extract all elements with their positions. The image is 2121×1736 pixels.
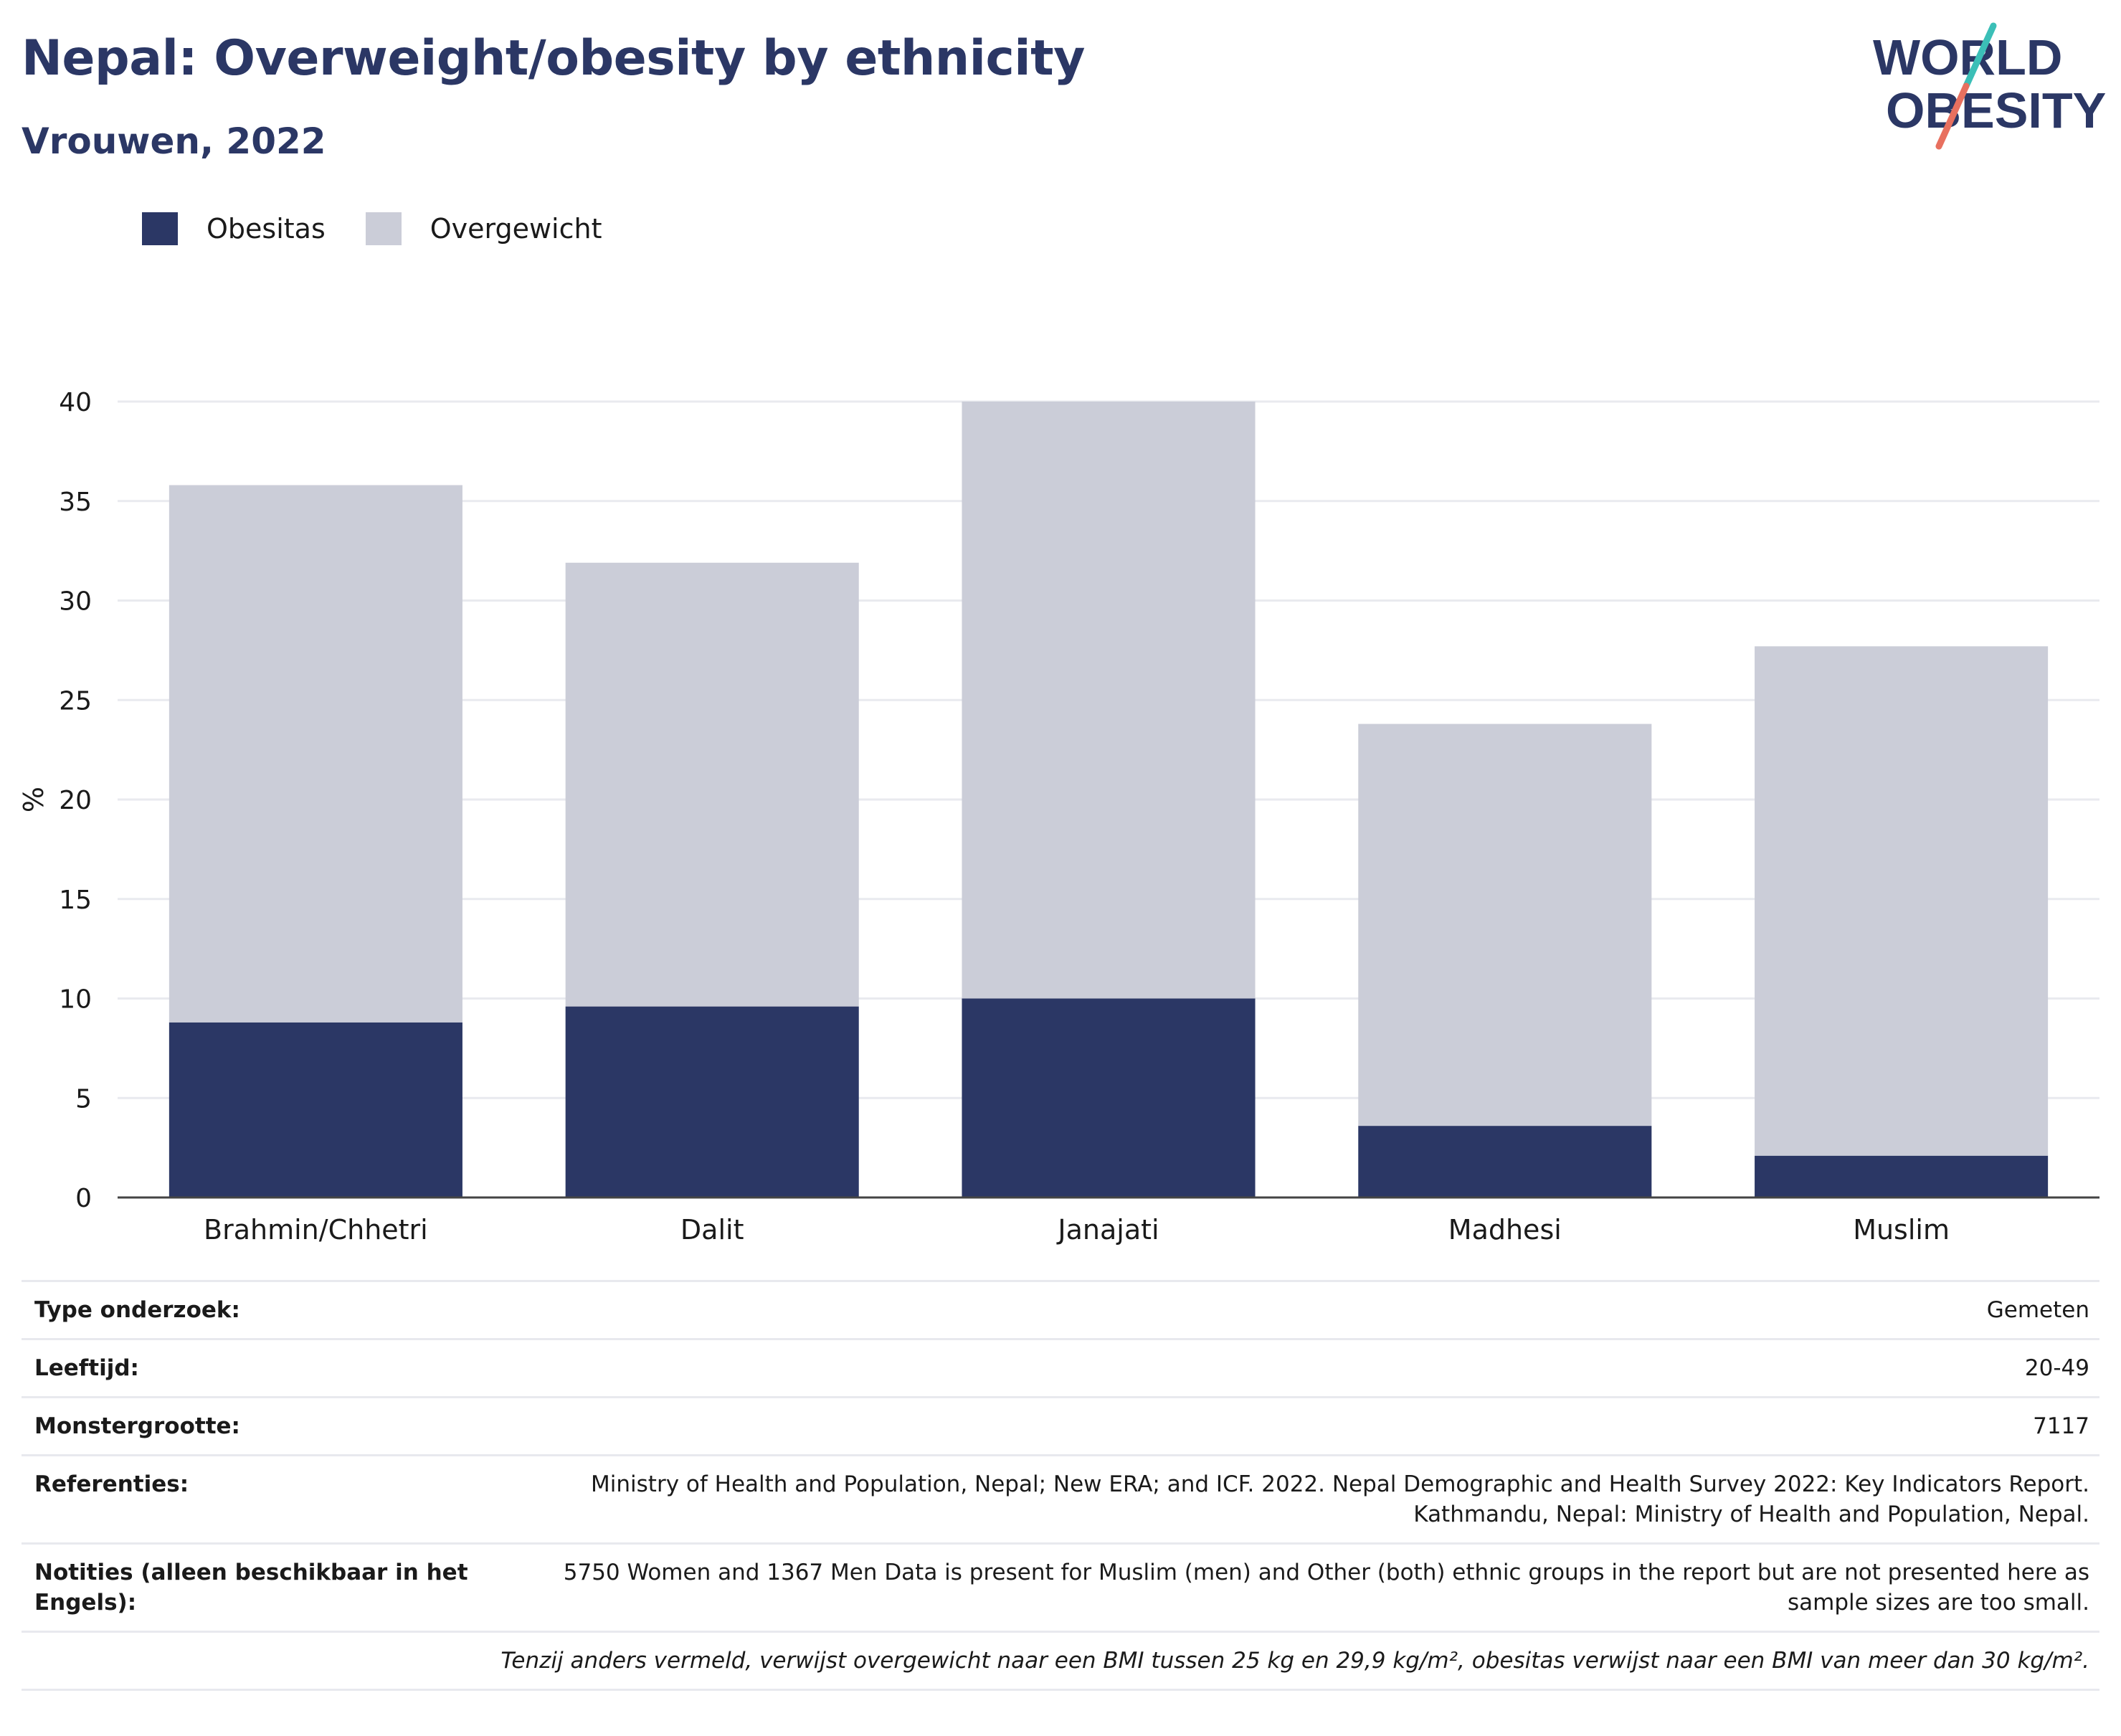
- bar-chart: 0 5 10 15 20 25 30 35 40% Brahmin/Chhetri Dalit Jan…: [18, 388, 2099, 1246]
- world-obesity-logo: WORLD OBESITY: [1873, 22, 2106, 150]
- logo-slash-teal: [1963, 22, 1997, 90]
- meta-value: Gemeten: [479, 1280, 2099, 1339]
- bar-obesitas-brahmin-chhetri[interactable]: [169, 1022, 462, 1197]
- bar-overgewicht-janajati[interactable]: [962, 402, 1256, 999]
- metadata-table: Type onderzoek: Gemeten Leeftijd: 20-49 Mons…: [22, 1280, 2099, 1691]
- chart-title: Nepal: Overweight/obesity by ethnicity: [22, 30, 1085, 87]
- y-tick-label: 10: [59, 985, 92, 1015]
- bar-obesitas-muslim[interactable]: [1755, 1155, 2049, 1197]
- meta-key: Monstergrootte:: [22, 1396, 479, 1456]
- y-tick-label: 25: [59, 686, 92, 716]
- x-tick-label: Janajati: [1056, 1214, 1159, 1246]
- legend-swatch-overgewicht: [365, 212, 402, 245]
- meta-value: 5750 Women and 1367 Men Data is present …: [479, 1542, 2099, 1632]
- x-tick-label: Brahmin/Chhetri: [204, 1214, 428, 1246]
- meta-row: Type onderzoek: Gemeten: [22, 1280, 2099, 1339]
- legend-item-overgewicht[interactable]: Overgewicht: [365, 212, 602, 245]
- meta-value: 20-49: [479, 1338, 2099, 1398]
- chart-legend: Obesitas Overgewicht: [142, 212, 642, 245]
- bar-obesitas-janajati[interactable]: [962, 998, 1256, 1198]
- footnote-row: Tenzij anders vermeld, verwijst overgewi…: [22, 1631, 2099, 1691]
- bar-obesitas-madhesi[interactable]: [1358, 1126, 1652, 1197]
- meta-row: Monstergrootte: 7117: [22, 1396, 2099, 1456]
- meta-key: Notities (alleen beschikbaar in het Enge…: [22, 1542, 479, 1632]
- bar-overgewicht-brahmin-chhetri[interactable]: [169, 485, 462, 1023]
- bar-overgewicht-madhesi[interactable]: [1358, 724, 1652, 1126]
- bar-overgewicht-dalit[interactable]: [565, 562, 859, 1007]
- y-tick-label: 40: [59, 388, 92, 417]
- y-tick-label: 15: [59, 886, 92, 915]
- y-tick-label: 20: [59, 786, 92, 815]
- meta-key: Referenties:: [22, 1454, 479, 1544]
- legend-item-obesitas[interactable]: Obesitas: [142, 212, 326, 245]
- meta-value: 7117: [479, 1396, 2099, 1456]
- bars: [169, 402, 2049, 1198]
- logo-slash-red: [1935, 82, 1970, 150]
- meta-key: Type onderzoek:: [22, 1280, 479, 1339]
- legend-swatch-obesitas: [142, 212, 178, 245]
- x-tick-label: Madhesi: [1448, 1214, 1562, 1246]
- y-tick-label: 35: [59, 488, 92, 517]
- axes: 0 5 10 15 20 25 30 35 40% Brahmin/Chhetri Dalit Jan…: [18, 388, 2099, 1246]
- x-tick-label: Muslim: [1853, 1214, 1950, 1246]
- y-axis-title: %: [18, 787, 49, 812]
- meta-value: Ministry of Health and Population, Nepal…: [479, 1454, 2099, 1544]
- meta-row: Referenties: Ministry of Health and Popul…: [22, 1454, 2099, 1544]
- bar-obesitas-dalit[interactable]: [565, 1006, 859, 1197]
- bar-overgewicht-muslim[interactable]: [1755, 646, 2049, 1156]
- logo-line-obesity: OBESITY: [1886, 82, 2106, 138]
- y-tick-label: 0: [75, 1184, 92, 1213]
- meta-row: Notities (alleen beschikbaar in het Enge…: [22, 1542, 2099, 1632]
- legend-label-obesitas: Obesitas: [207, 213, 326, 245]
- y-tick-label: 5: [75, 1084, 92, 1114]
- x-tick-label: Dalit: [680, 1214, 744, 1246]
- meta-row: Leeftijd: 20-49: [22, 1338, 2099, 1398]
- legend-label-overgewicht: Overgewicht: [430, 213, 602, 245]
- y-tick-label: 30: [59, 587, 92, 617]
- meta-key: Leeftijd:: [22, 1338, 479, 1398]
- footnote: Tenzij anders vermeld, verwijst overgewi…: [22, 1631, 2099, 1691]
- chart-subtitle: Vrouwen, 2022: [22, 120, 326, 162]
